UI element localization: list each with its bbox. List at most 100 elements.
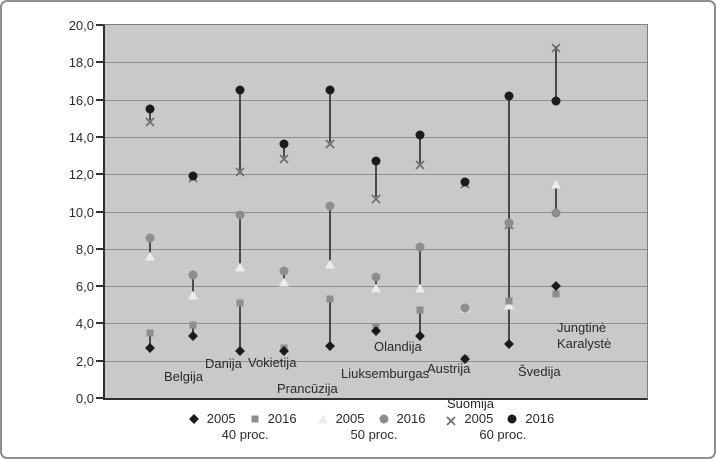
legend-item-2016-40: 2016 bbox=[249, 411, 297, 426]
gridline bbox=[105, 62, 647, 63]
marker-circle-black-jungtin-karalyst- bbox=[551, 96, 561, 106]
legend-marker-circle-gray bbox=[378, 413, 390, 425]
dropline-belgija bbox=[149, 108, 151, 121]
marker-square-gray-belgija bbox=[146, 329, 154, 337]
marker-x-gray-pranc-zija bbox=[279, 152, 290, 165]
marker-circle-black-belgija bbox=[145, 104, 155, 114]
country-label-suomija: Suomija bbox=[447, 396, 494, 411]
legend-item-2016-60: 2016 bbox=[506, 411, 554, 426]
marker-square-gray-vokietija bbox=[236, 299, 244, 307]
country-label-austrija: Austrija bbox=[427, 361, 471, 376]
y-tick-mark bbox=[96, 61, 103, 64]
gridline bbox=[105, 323, 647, 324]
legend-marker-x-gray bbox=[445, 413, 457, 426]
legend-year-label: 2016 bbox=[525, 411, 555, 426]
legend-year-label: 2005 bbox=[335, 411, 365, 426]
marker-x-gray-austrija bbox=[415, 158, 426, 170]
y-tick-mark bbox=[96, 397, 103, 399]
marker-circle-black-liuksemburgas bbox=[325, 85, 335, 95]
y-tick-mark bbox=[96, 359, 103, 362]
y-tick-label: 20,0 bbox=[68, 18, 94, 33]
legend-item-2005-50: 2005 bbox=[317, 411, 365, 426]
marker-circle-black-vokietija bbox=[235, 85, 245, 95]
legend-item-2016-50: 2016 bbox=[378, 411, 426, 426]
marker-circle-gray-belgija bbox=[145, 233, 155, 243]
country-label--vedija: Švedija bbox=[518, 364, 561, 379]
marker-circle-gray-suomija bbox=[460, 303, 470, 313]
dropline-vokietija bbox=[239, 90, 241, 171]
marker-triangle-light-olandija bbox=[371, 283, 381, 293]
y-tick-mark bbox=[96, 247, 103, 250]
legend-item-2005-40: 2005 bbox=[188, 411, 236, 426]
marker-circle-gray-liuksemburgas bbox=[325, 201, 335, 211]
y-tick-mark bbox=[96, 24, 103, 26]
country-label-belgija: Belgija bbox=[164, 369, 204, 384]
marker-x-gray-olandija bbox=[371, 191, 382, 204]
marker-circle-black-olandija bbox=[371, 156, 381, 166]
dropline--vedija bbox=[508, 301, 510, 344]
legend-row: 2005 2016 bbox=[445, 411, 560, 426]
y-tick-label: 2,0 bbox=[75, 353, 94, 369]
country-label-danija: Danija bbox=[205, 356, 242, 371]
y-tick-mark bbox=[96, 135, 103, 138]
y-tick-label: 14,0 bbox=[68, 129, 94, 145]
marker-x-gray-belgija bbox=[145, 115, 156, 127]
legend-proc-label: 50 proc. bbox=[350, 427, 398, 442]
marker-circle-gray-danija bbox=[188, 270, 198, 280]
legend-group-50: 2005 2016 50 proc. bbox=[317, 411, 432, 442]
gridline bbox=[105, 137, 647, 138]
marker-circle-gray-jungtin-karalyst- bbox=[551, 208, 561, 218]
triangle-light-icon bbox=[317, 414, 328, 423]
country-label-liuksemburgas: Liuksemburgas bbox=[341, 366, 430, 381]
dropline-vokietija bbox=[239, 302, 241, 352]
country-label-jungtin-karalyst-: Jungtinė Karalystė bbox=[557, 320, 612, 351]
dropline-belgija bbox=[149, 332, 151, 348]
gridline bbox=[105, 249, 647, 250]
y-tick-label: 0,0 bbox=[75, 391, 94, 406]
legend-year-label: 2016 bbox=[267, 411, 297, 426]
marker-circle-gray-austrija bbox=[415, 242, 425, 252]
dropline-olandija bbox=[375, 161, 377, 197]
marker-circle-gray--vedija bbox=[504, 218, 514, 228]
y-tick-label: 8,0 bbox=[75, 241, 94, 257]
legend-group-40: 2005 2016 40 proc. bbox=[188, 411, 303, 442]
country-label-olandija: Olandija bbox=[374, 339, 422, 354]
legend-marker-diamond-black bbox=[188, 413, 200, 425]
marker-triangle-light-austrija bbox=[415, 283, 425, 293]
marker-circle-gray-pranc-zija bbox=[279, 266, 289, 276]
marker-triangle-light-jungtin-karalyst- bbox=[551, 179, 561, 189]
marker-circle-black-danija bbox=[188, 171, 198, 181]
legend-year-label: 2005 bbox=[464, 411, 494, 426]
legend-group-60: 2005 2016 60 proc. bbox=[445, 411, 560, 442]
marker-square-gray-jungtin-karalyst- bbox=[552, 290, 560, 298]
marker-x-gray-jungtin-karalyst- bbox=[551, 40, 562, 53]
dropline-belgija bbox=[149, 237, 151, 257]
square-gray-icon bbox=[251, 415, 259, 422]
marker-circle-gray-olandija bbox=[371, 272, 381, 282]
country-label-pranc-zija: Prancūzija bbox=[277, 381, 338, 396]
dropline-jungtin-karalyst- bbox=[555, 183, 557, 214]
marker-triangle-light-pranc-zija bbox=[279, 277, 289, 287]
dropline-liuksemburgas bbox=[329, 90, 331, 143]
marker-x-gray-liuksemburgas bbox=[325, 137, 336, 150]
country-label-vokietija: Vokietija bbox=[248, 355, 297, 370]
legend-marker-triangle-light bbox=[317, 413, 329, 425]
legend-marker-circle-black bbox=[506, 413, 518, 425]
legend-row: 2005 2016 bbox=[188, 411, 303, 426]
marker-square-gray--vedija bbox=[505, 297, 513, 305]
circle-gray-icon bbox=[379, 414, 388, 423]
marker-triangle-light--vedija bbox=[504, 300, 514, 310]
y-tick-mark bbox=[96, 98, 103, 101]
legend-year-label: 2016 bbox=[396, 411, 426, 426]
y-tick-mark bbox=[96, 322, 103, 325]
x-gray-icon bbox=[446, 413, 457, 426]
marker-diamond-black-liuksemburgas bbox=[325, 340, 335, 351]
circle-black-icon bbox=[507, 414, 517, 423]
marker-diamond-black--vedija bbox=[504, 338, 514, 349]
legend-item-2005-60: 2005 bbox=[445, 411, 493, 426]
dropline-austrija bbox=[419, 135, 421, 163]
dropline-austrija bbox=[419, 246, 421, 288]
y-tick-label: 18,0 bbox=[68, 55, 94, 71]
legend: 2005 2016 40 proc. 2005 2016 50 proc. 2005 2016… bbox=[103, 411, 645, 442]
